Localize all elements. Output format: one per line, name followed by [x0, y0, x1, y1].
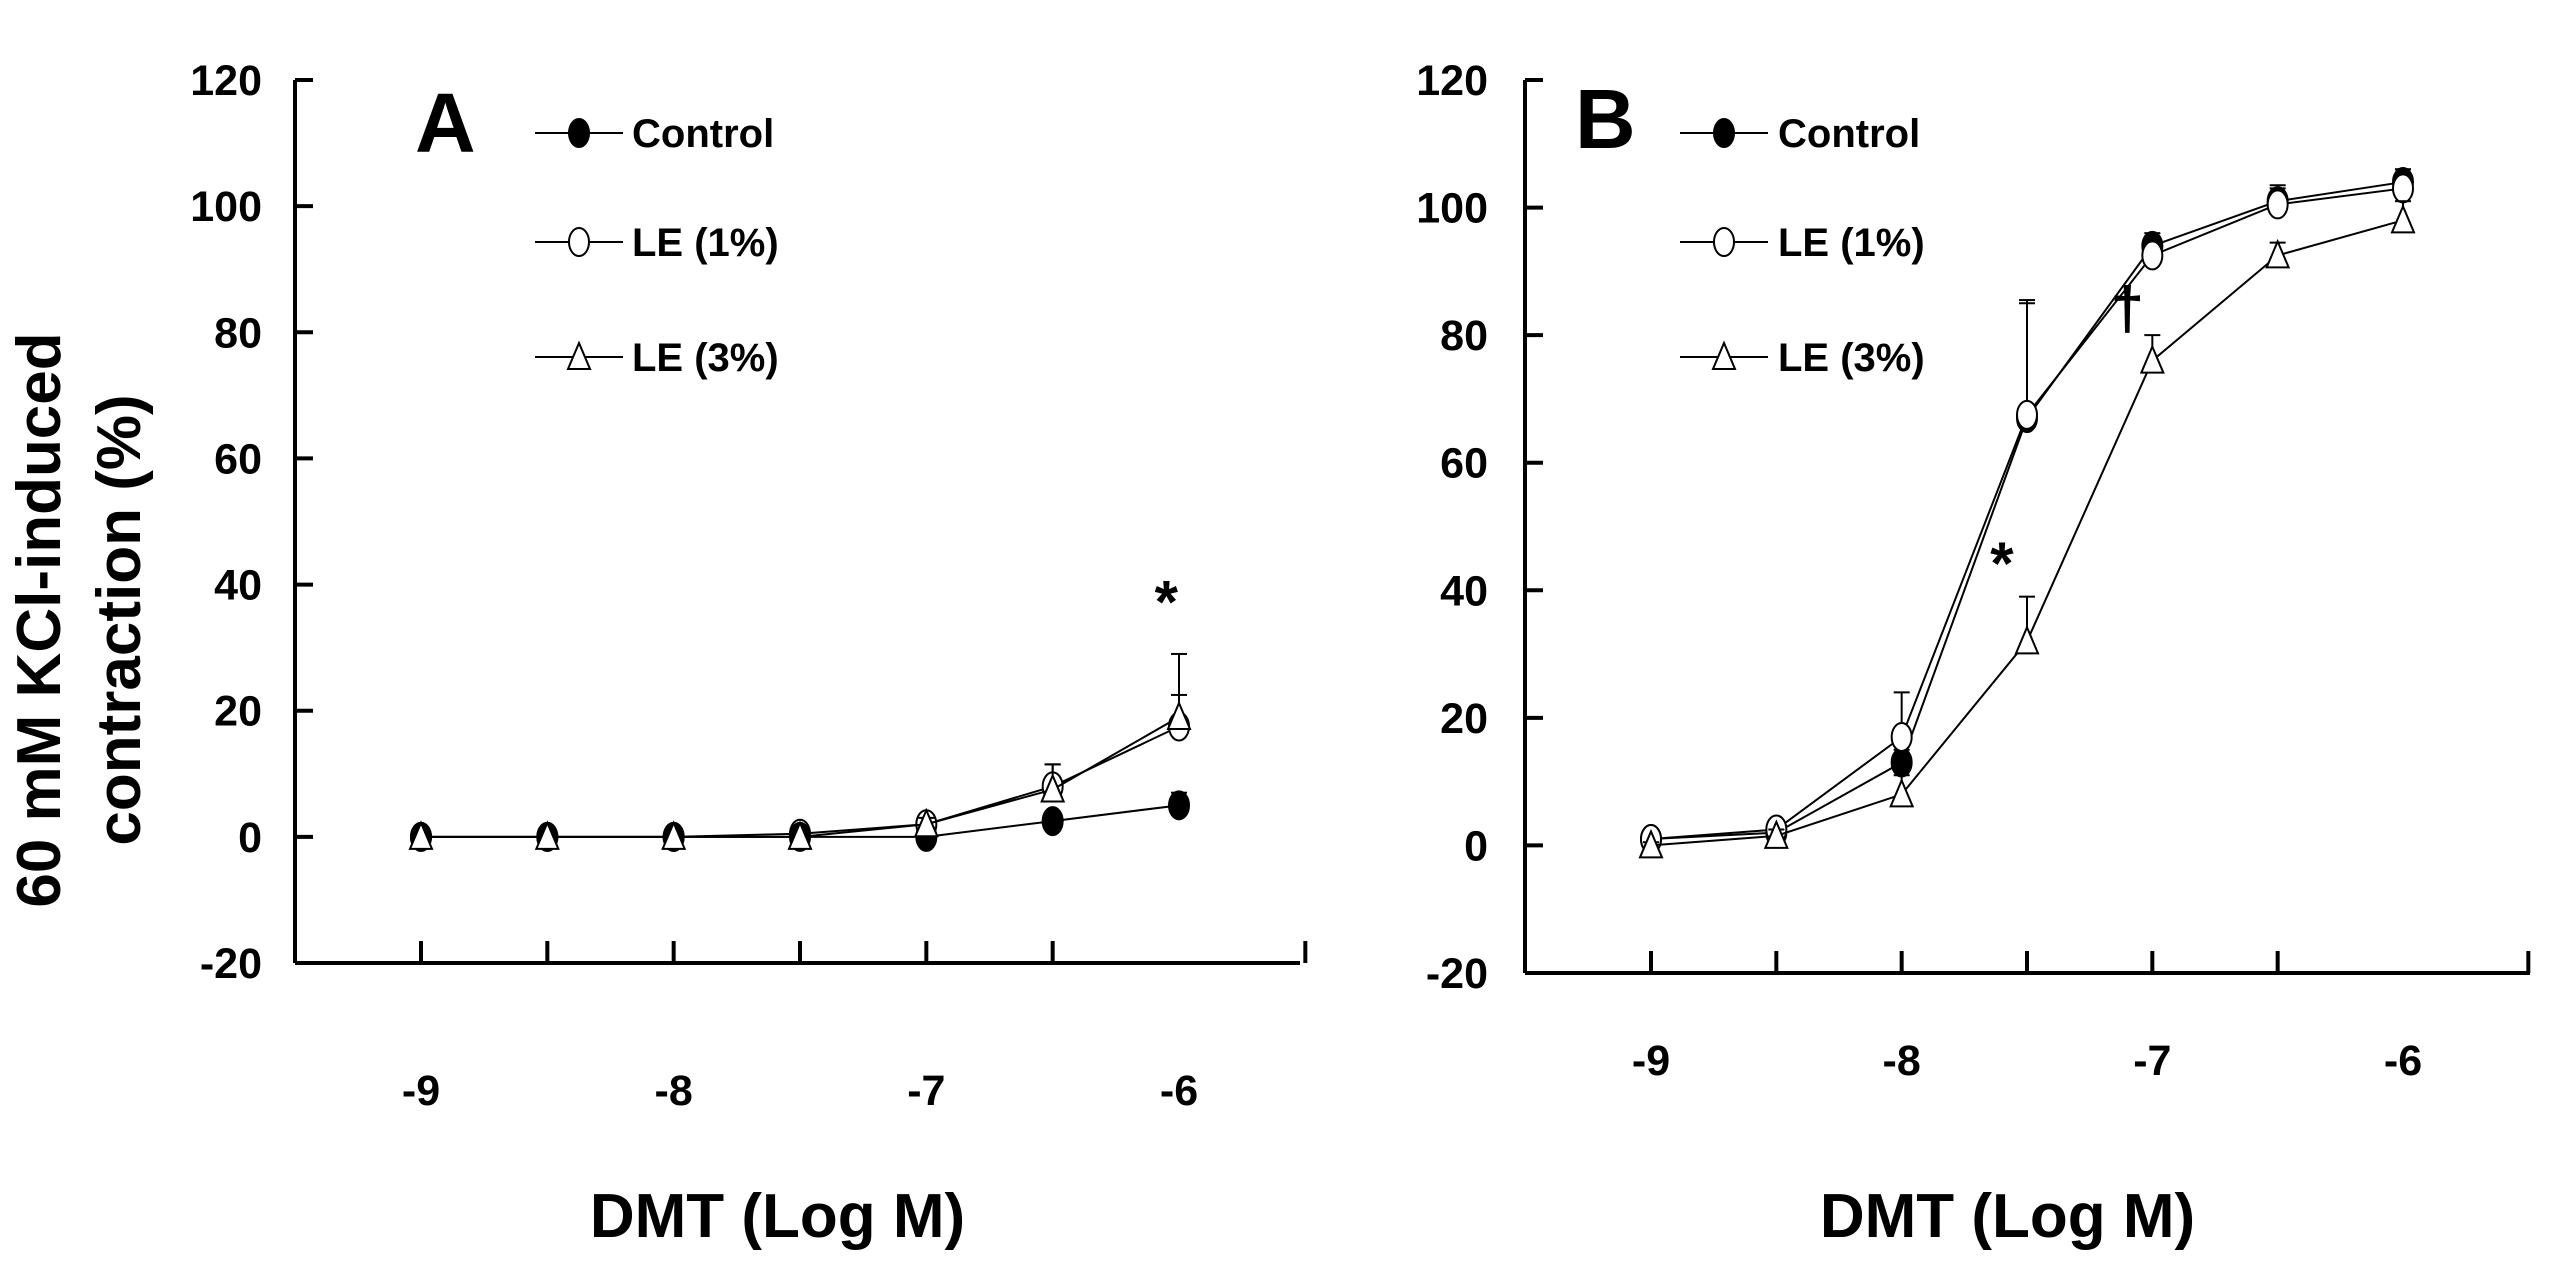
- series-line: [1650, 181, 2404, 841]
- data-point: [1040, 772, 1066, 803]
- data-point: [2392, 173, 2414, 204]
- legend-label: Control: [632, 112, 774, 156]
- data-point: [408, 820, 434, 850]
- data-point: [2266, 189, 2289, 220]
- x-axis-title: DMT (Log M): [1820, 1182, 2195, 1251]
- y-tick-label: 100: [1416, 185, 1488, 233]
- panel-letter: A: [415, 76, 476, 170]
- y-axis-title-line2: contraction (%): [85, 394, 154, 845]
- y-tick-label: 100: [190, 183, 262, 231]
- x-tick-label: -7: [907, 1067, 945, 1115]
- panel-b: -20 0 20 40 60 80 100 120 -9 -8 -7 -6 DMT (Log M) B * †…: [1416, 57, 2531, 1251]
- data-point: [2016, 399, 2038, 430]
- data-point: [2390, 203, 2416, 234]
- data-point: [1041, 806, 1064, 837]
- panel-letter: B: [1575, 72, 1636, 166]
- x-tick-label: -7: [2133, 1037, 2171, 1085]
- x-tick-label: -9: [402, 1067, 440, 1115]
- y-tick-label: 40: [214, 562, 262, 610]
- data-point: [1638, 828, 1664, 859]
- data-point: [534, 820, 560, 850]
- y-tick-label: 20: [1440, 695, 1488, 743]
- y-tick-label: 20: [214, 688, 262, 736]
- y-tick-label: 60: [1440, 440, 1488, 488]
- legend-marker: [566, 340, 592, 370]
- y-tick-label: 80: [1440, 312, 1488, 360]
- x-tick-label: -8: [1883, 1037, 1921, 1085]
- y-tick-label: 0: [1464, 822, 1488, 870]
- data-point: [2139, 344, 2165, 374]
- data-point: [2014, 624, 2040, 655]
- y-tick-label: 120: [190, 57, 262, 105]
- panel-a: -20 0 20 40 60 80 100 120 -9 -8 -7 -6 DMT (Log M) A * C…: [190, 57, 1308, 1251]
- data-point: [1890, 721, 1913, 752]
- legend-marker: [1713, 227, 1735, 257]
- data-point: [2265, 238, 2291, 269]
- y-tick-label: 40: [1440, 567, 1488, 615]
- series-line: [1650, 187, 2404, 841]
- data-point: [913, 807, 939, 838]
- legend-marker: [568, 118, 590, 148]
- legend-label: LE (3%): [632, 336, 779, 380]
- data-point: [1166, 700, 1192, 731]
- y-tick-label: -20: [200, 940, 262, 988]
- y-tick-label: 60: [214, 435, 262, 483]
- y-tick-label: 0: [238, 814, 262, 862]
- data-point: [1889, 777, 1915, 808]
- data-point: [1168, 790, 1190, 821]
- data-point: [787, 820, 813, 850]
- legend-label: LE (3%): [1778, 336, 1925, 380]
- x-tick-label: -6: [2384, 1037, 2422, 1085]
- legend-marker: [1713, 118, 1735, 148]
- x-axis-title: DMT (Log M): [590, 1182, 965, 1251]
- data-point: [661, 820, 687, 850]
- legend-label: LE (1%): [1778, 221, 1925, 265]
- significance-marker: †: [2111, 275, 2144, 342]
- data-point: [2141, 240, 2164, 271]
- x-tick-label: -6: [1160, 1067, 1198, 1115]
- significance-marker: *: [1155, 568, 1179, 635]
- y-tick-label: 80: [214, 309, 262, 357]
- legend-marker: [1711, 340, 1737, 370]
- legend-label: Control: [1778, 112, 1920, 156]
- data-point: [1763, 819, 1789, 849]
- legend-marker: [568, 227, 590, 257]
- x-tick-label: -8: [655, 1067, 693, 1115]
- data-point: [1890, 747, 1913, 778]
- legend-label: LE (1%): [632, 221, 779, 265]
- y-axis-title-line1: 60 mM KCl-induced: [5, 332, 74, 907]
- y-tick-label: -20: [1426, 950, 1488, 998]
- y-tick-label: 120: [1416, 57, 1488, 105]
- x-tick-label: -9: [1632, 1037, 1670, 1085]
- significance-marker: *: [1990, 530, 2014, 597]
